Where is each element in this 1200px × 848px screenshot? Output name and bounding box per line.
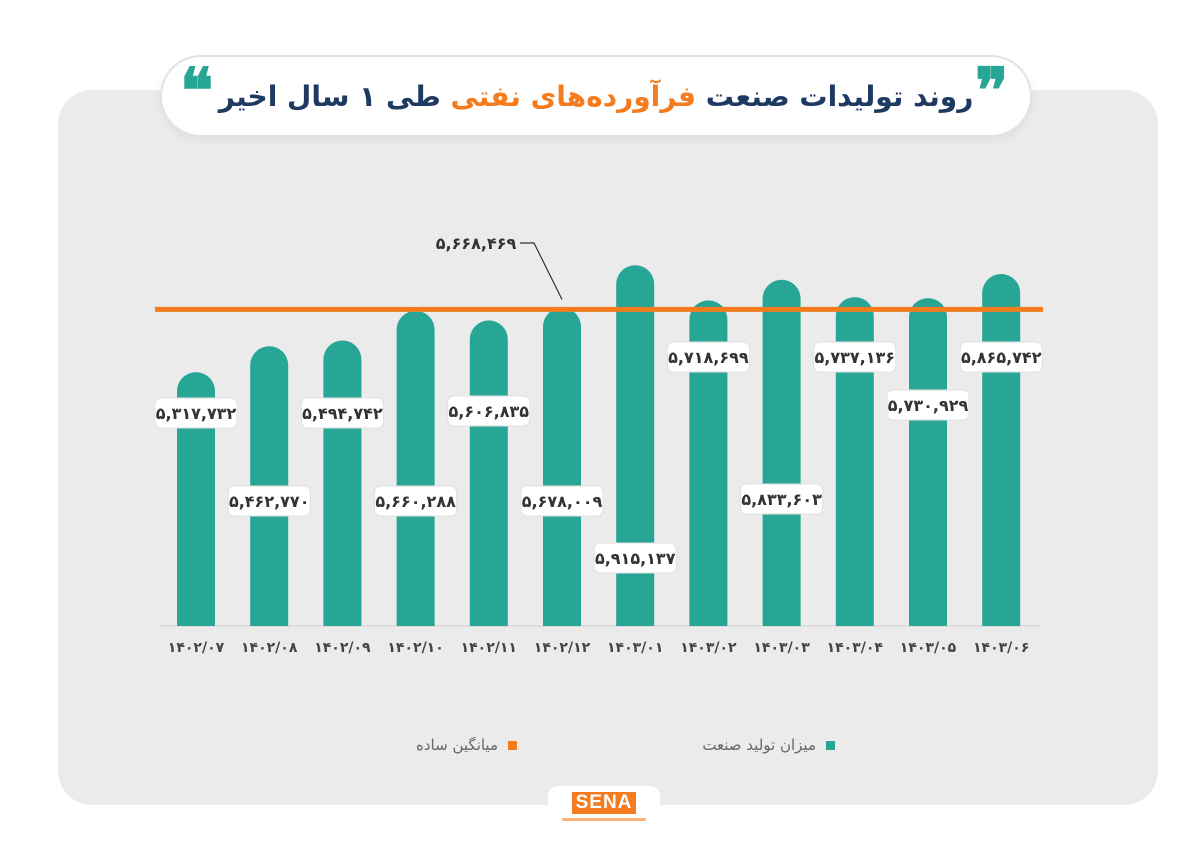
bar <box>835 297 874 626</box>
title-part-1: روند تولیدات صنعت <box>705 79 974 113</box>
data-label-box <box>227 485 311 517</box>
data-label: ۵,۶۰۶,۸۳۵ <box>447 395 531 427</box>
x-tick-label: ۱۴۰۳/۰۵ <box>900 640 957 656</box>
legend-item-average: میانگین ساده <box>392 736 517 754</box>
sena-logo: SENA <box>548 786 660 826</box>
x-tick-label: ۱۴۰۳/۰۱ <box>607 640 663 656</box>
data-label-text: ۵,۶۰۶,۸۳۵ <box>449 402 530 421</box>
logo-subline <box>562 817 646 821</box>
data-label-box <box>666 341 750 373</box>
legend-average-label: میانگین ساده <box>416 736 498 754</box>
data-label-text: ۵,۶۷۸,۰۰۹ <box>522 492 603 511</box>
data-label: ۵,۸۶۵,۷۴۲ <box>959 341 1043 373</box>
data-label-box <box>447 395 531 427</box>
data-label-text: ۵,۶۶۰,۲۸۸ <box>375 492 456 511</box>
data-label-text: ۵,۴۶۲,۷۷۰ <box>229 492 310 511</box>
data-label: ۵,۶۶۰,۲۸۸ <box>374 485 458 517</box>
x-tick-label: ۱۴۰۲/۰۸ <box>241 640 298 656</box>
data-label: ۵,۷۱۸,۶۹۹ <box>666 341 750 373</box>
x-tick-label: ۱۴۰۲/۰۷ <box>168 640 225 656</box>
data-label: ۵,۸۳۳,۶۰۳ <box>740 483 824 515</box>
data-label-text: ۵,۸۶۵,۷۴۲ <box>961 348 1042 367</box>
data-label-text: ۵,۷۱۸,۶۹۹ <box>668 348 749 367</box>
bar <box>762 279 801 626</box>
data-label: ۵,۳۱۷,۷۳۲ <box>154 397 238 429</box>
data-label: ۵,۴۶۲,۷۷۰ <box>227 485 311 517</box>
data-label: ۵,۹۱۵,۱۳۷ <box>593 542 677 574</box>
data-label: ۵,۶۷۸,۰۰۹ <box>520 485 604 517</box>
logo-text: SENA <box>571 791 637 814</box>
data-label-box <box>154 397 238 429</box>
data-label-text: ۵,۷۳۰,۹۲۹ <box>888 396 969 415</box>
x-tick-label: ۱۴۰۲/۱۱ <box>461 640 517 656</box>
chart-panel <box>58 90 1158 805</box>
data-label-box <box>813 341 897 373</box>
average-leader-line <box>520 242 563 300</box>
x-tick-label: ۱۴۰۳/۰۲ <box>680 640 737 656</box>
bar <box>689 300 728 626</box>
data-label-text: ۵,۷۳۷,۱۳۶ <box>815 348 896 367</box>
data-label-box <box>886 389 970 421</box>
bar <box>177 372 215 626</box>
data-label-box <box>520 485 604 517</box>
average-value-label: ۵,۶۶۸,۴۶۹ <box>436 234 517 253</box>
data-label-box <box>374 485 458 517</box>
x-tick-label: ۱۴۰۳/۰۴ <box>827 640 884 656</box>
legend-average-swatch <box>508 740 517 750</box>
bar <box>323 340 362 626</box>
data-label-text: ۵,۸۳۳,۶۰۳ <box>741 490 822 509</box>
bar <box>543 307 581 626</box>
legend-series-label: میزان تولید صنعت <box>702 736 816 754</box>
quote-close-icon: ❝ <box>180 54 214 127</box>
legend-series-swatch <box>826 740 835 750</box>
x-tick-label: ۱۴۰۲/۱۲ <box>534 640 591 656</box>
data-label-text: ۵,۹۱۵,۱۳۷ <box>595 549 676 568</box>
legend-item-series: میزان تولید صنعت <box>690 736 835 754</box>
bar <box>982 274 1021 626</box>
chart-title: روند تولیدات صنعت فرآورده‌های نفتی طی ۱ … <box>219 80 974 113</box>
data-label: ۵,۷۳۷,۱۳۶ <box>813 341 897 373</box>
bar <box>616 265 655 626</box>
x-tick-label: ۱۴۰۲/۰۹ <box>314 640 371 656</box>
quote-open-icon: ❞ <box>975 54 1009 127</box>
bar <box>469 320 508 626</box>
title-pill: روند تولیدات صنعت فرآورده‌های نفتی طی ۱ … <box>160 55 1032 137</box>
data-label-box <box>959 341 1043 373</box>
data-label-text: ۵,۴۹۴,۷۴۲ <box>302 404 383 423</box>
x-tick-label: ۱۴۰۳/۰۶ <box>973 640 1029 656</box>
data-label-text: ۵,۳۱۷,۷۳۲ <box>156 404 237 423</box>
data-label: ۵,۷۳۰,۹۲۹ <box>886 389 970 421</box>
data-label-box <box>740 483 824 515</box>
title-highlight: فرآورده‌های نفتی <box>450 79 696 113</box>
data-label-box <box>300 397 384 429</box>
data-label: ۵,۴۹۴,۷۴۲ <box>300 397 384 429</box>
bar <box>396 310 435 626</box>
x-tick-label: ۱۴۰۲/۱۰ <box>387 640 443 656</box>
data-label-box <box>593 542 677 574</box>
x-tick-label: ۱۴۰۳/۰۳ <box>753 640 810 656</box>
title-part-2: طی ۱ سال اخیر <box>218 79 441 113</box>
bar <box>909 298 947 626</box>
